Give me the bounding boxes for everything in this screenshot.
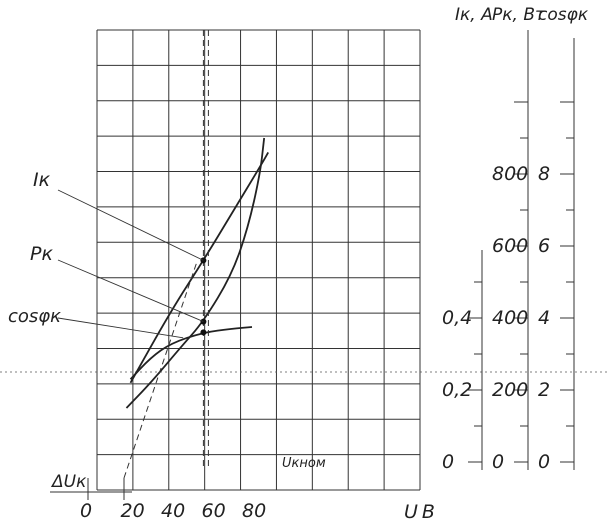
- x-axis-name: U: [404, 501, 418, 523]
- right-axis-tick-label: 400: [492, 307, 528, 329]
- axis-header-pk: Pк, Вт: [492, 5, 546, 25]
- u-nom-label: Uкном: [282, 456, 326, 471]
- label-pk: Pк: [30, 243, 53, 265]
- series-line-cos: [129, 326, 253, 380]
- leader-line: [57, 189, 204, 261]
- plot-area: [57, 30, 270, 479]
- x-tick-label: 20: [121, 500, 145, 522]
- right-axis-tick-label: 0,2: [442, 379, 472, 401]
- extrapolation-line: [123, 260, 198, 479]
- right-axis-tick-label: 0: [492, 451, 504, 473]
- axis-header-cos: cosφк: [538, 5, 589, 25]
- leader-line: [57, 259, 204, 323]
- right-axis-tick-label: 600: [492, 235, 528, 257]
- data-point: [200, 329, 207, 336]
- delta-u-label: ΔUк: [50, 472, 87, 492]
- right-axis-tick-label: 200: [492, 379, 528, 401]
- right-axis-tick-label: 800: [492, 163, 528, 185]
- axis-header-ik: Iк, A: [455, 5, 493, 25]
- right-axis-tick-label: 4: [538, 307, 550, 329]
- x-tick-label: 80: [242, 500, 266, 522]
- x-axis-unit: B: [422, 501, 435, 523]
- x-tick-label: 0: [80, 500, 92, 522]
- leader-line: [57, 317, 184, 339]
- series-line-pk: [125, 137, 266, 409]
- x-tick-label: 40: [161, 500, 185, 522]
- right-axis-tick-label: 2: [538, 379, 550, 401]
- right-axis-tick-label: 6: [538, 235, 550, 257]
- right-axis-tick-label: 8: [538, 163, 550, 185]
- grid: [0, 29, 610, 491]
- right-axis-tick-label: 0,4: [442, 307, 472, 329]
- label-ik: Iк: [33, 169, 51, 191]
- right-axis-tick-label: 0: [538, 451, 550, 473]
- right-axis-tick-label: 0: [442, 451, 454, 473]
- label-cos: cosφк: [8, 306, 61, 327]
- series-line-ik: [129, 151, 270, 384]
- x-tick-label: 60: [202, 500, 226, 522]
